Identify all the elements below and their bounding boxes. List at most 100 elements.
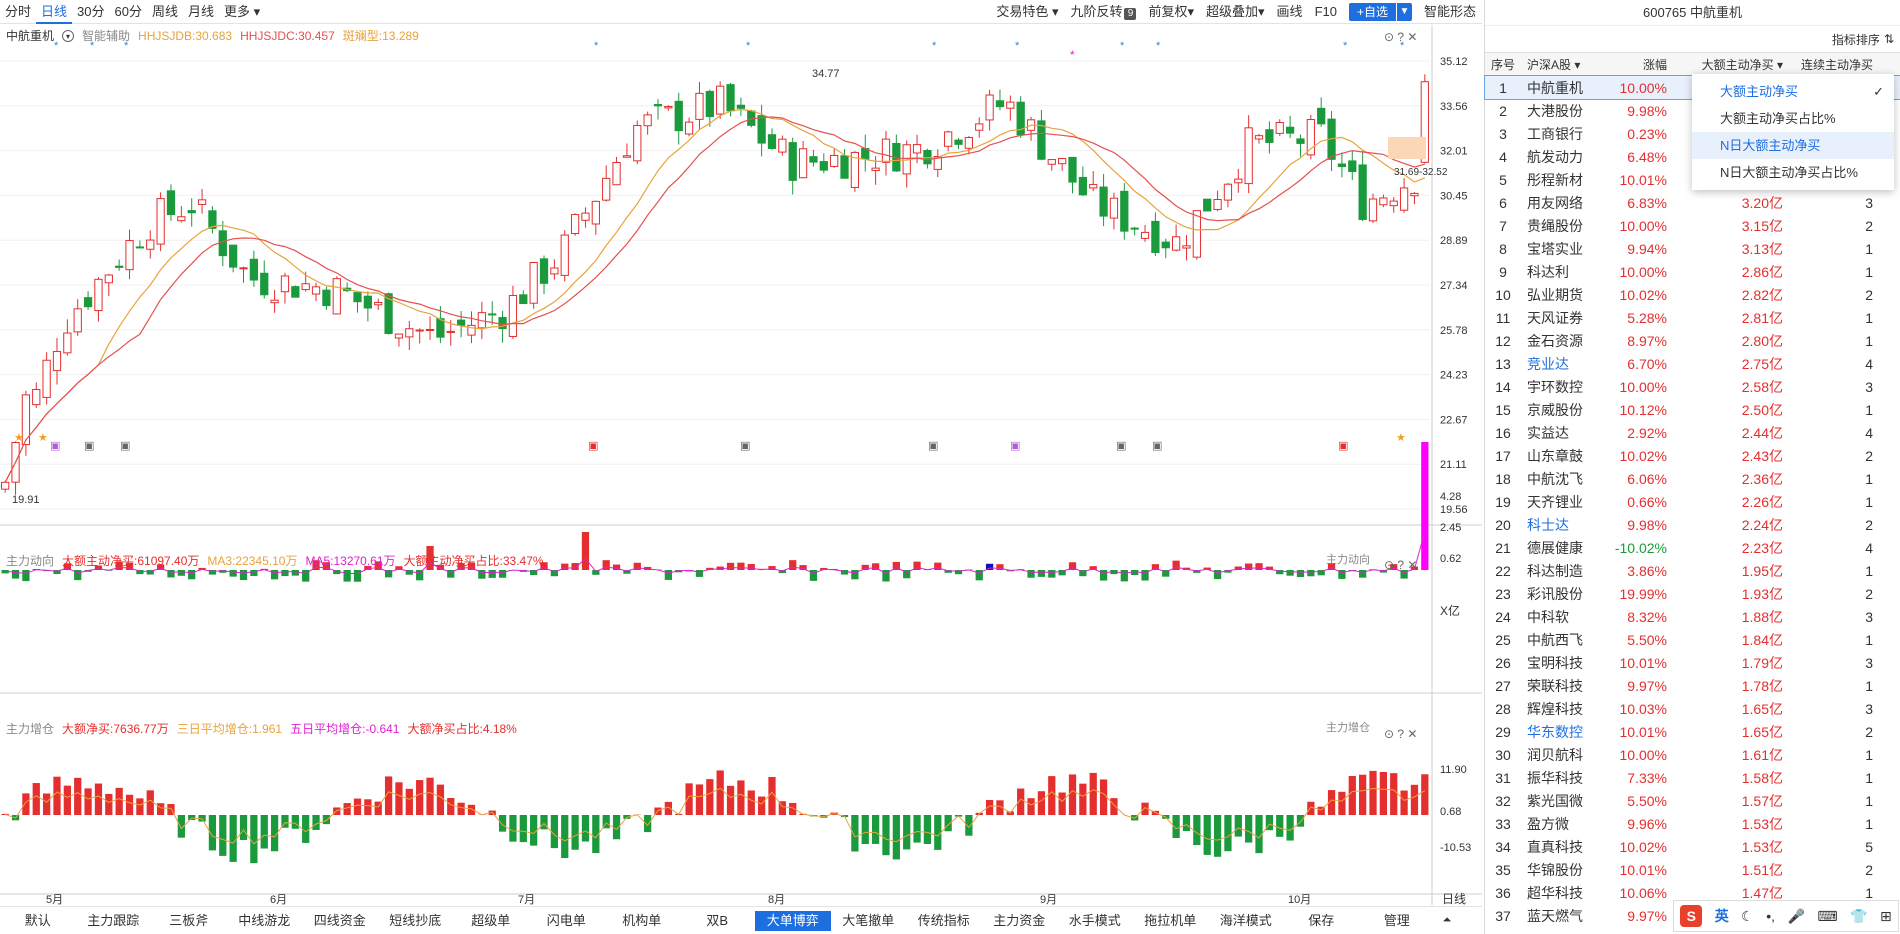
table-row[interactable]: 10 弘业期货 10.02% 2.82亿 2: [1485, 283, 1900, 306]
stock-name-cell[interactable]: 中航沈飞: [1527, 470, 1583, 487]
period-tab-0[interactable]: 分时: [5, 3, 32, 19]
table-row[interactable]: 23 彩讯股份 19.99% 1.93亿 2: [1485, 582, 1900, 605]
indicator-tab-12[interactable]: 传统指标: [917, 912, 970, 928]
stock-name-cell[interactable]: 工商银行: [1527, 125, 1583, 142]
sort-icon[interactable]: ⇅: [1883, 32, 1894, 46]
period-tab-3[interactable]: 60分: [114, 3, 142, 19]
table-row[interactable]: 12 金石资源 8.97% 2.80亿 1: [1485, 329, 1900, 352]
table-row[interactable]: 13 竞业达 6.70% 2.75亿 4: [1485, 352, 1900, 375]
add-favorite-dropdown-icon[interactable]: ▼: [1395, 2, 1412, 21]
chart-area[interactable]: 35.12 33.56 32.01 30.45 28.89 27.34 25.78 24.23…: [0, 25, 1482, 905]
tool-0[interactable]: 交易特色 ▾: [990, 0, 1064, 24]
dropdown-option-1[interactable]: 大额主动净买占比%: [1692, 105, 1894, 132]
tool-1[interactable]: 九阶反转 9: [1064, 0, 1142, 24]
period-tab-6[interactable]: 更多 ▾: [224, 3, 261, 19]
stock-name-cell[interactable]: 直真科技: [1527, 838, 1583, 855]
stock-name-cell[interactable]: 彩讯股份: [1527, 585, 1583, 602]
table-row[interactable]: 30 润贝航科 10.00% 1.61亿 1: [1485, 743, 1900, 766]
stock-name-cell[interactable]: 贵绳股份: [1527, 217, 1583, 234]
column-header-1[interactable]: 沪深A股 ▾: [1527, 57, 1581, 72]
indicator-tab-2[interactable]: 三板斧: [169, 912, 209, 928]
stock-name-cell[interactable]: 科达利: [1527, 263, 1569, 280]
indicator-tab-1[interactable]: 主力跟踪: [87, 912, 140, 928]
table-row[interactable]: 21 德展健康 -10.02% 2.23亿 4: [1485, 536, 1900, 559]
period-tab-5[interactable]: 月线: [187, 3, 214, 19]
table-row[interactable]: 15 京威股份 10.12% 2.50亿 1: [1485, 398, 1900, 421]
dropdown-option-2[interactable]: N日大额主动净买: [1692, 132, 1894, 159]
table-row[interactable]: 11 天风证券 5.28% 2.81亿 1: [1485, 306, 1900, 329]
stock-name-cell[interactable]: 用友网络: [1527, 194, 1583, 211]
stock-name-cell[interactable]: 荣联科技: [1527, 677, 1583, 694]
stock-name-cell[interactable]: 山东章鼓: [1527, 447, 1583, 464]
stock-name-cell[interactable]: 宝明科技: [1527, 654, 1583, 671]
table-row[interactable]: 28 辉煌科技 10.03% 1.65亿 3: [1485, 697, 1900, 720]
indicator-tab-13[interactable]: 主力资金: [993, 912, 1046, 928]
dropdown-option-0[interactable]: 大额主动净买 ✓: [1692, 78, 1894, 105]
table-row[interactable]: 36 超华科技 10.06% 1.47亿 1: [1485, 881, 1900, 904]
indicator-tab-14[interactable]: 水手模式: [1068, 912, 1121, 928]
stock-name-cell[interactable]: 蓝天燃气: [1527, 907, 1583, 924]
shirt-icon[interactable]: 👕: [1850, 907, 1868, 924]
indicator-tab-17[interactable]: 保存: [1308, 912, 1335, 928]
table-row[interactable]: 7 贵绳股份 10.00% 3.15亿 2: [1485, 214, 1900, 237]
table-row[interactable]: 9 科达利 10.00% 2.86亿 1: [1485, 260, 1900, 283]
punctuation-icon[interactable]: •,: [1766, 908, 1775, 924]
stock-name-cell[interactable]: 天齐锂业: [1527, 493, 1583, 510]
tool-5[interactable]: F10: [1309, 0, 1343, 24]
indicator-tab-3[interactable]: 中线游龙: [238, 912, 291, 928]
stock-name-cell[interactable]: 中航西飞: [1527, 631, 1583, 648]
column-header-3[interactable]: 大额主动净买 ▾: [1701, 57, 1783, 72]
smart-aux[interactable]: 智能辅助: [82, 29, 131, 43]
table-row[interactable]: 20 科士达 9.98% 2.24亿 2: [1485, 513, 1900, 536]
add-favorite-button[interactable]: +自选: [1348, 2, 1396, 21]
sort-label[interactable]: 指标排序: [1831, 32, 1880, 47]
moon-icon[interactable]: ☾: [1741, 907, 1754, 924]
column-header-2[interactable]: 涨幅: [1642, 57, 1667, 72]
stock-name-cell[interactable]: 辉煌科技: [1527, 700, 1583, 717]
keyboard-icon[interactable]: ⌨: [1817, 907, 1838, 924]
indicator-tab-6[interactable]: 超级单: [471, 912, 511, 928]
stock-name-cell[interactable]: 润贝航科: [1527, 746, 1583, 763]
table-row[interactable]: 27 荣联科技 9.97% 1.78亿 1: [1485, 674, 1900, 697]
kline-chart[interactable]: 35.12 33.56 32.01 30.45 28.89 27.34 25.78 24.23…: [0, 25, 1482, 905]
ime-logo-icon[interactable]: S: [1680, 905, 1703, 927]
table-row[interactable]: 33 盈方微 9.96% 1.53亿 1: [1485, 812, 1900, 835]
table-row[interactable]: 22 科达制造 3.86% 1.95亿 1: [1485, 559, 1900, 582]
stock-name-cell[interactable]: 科士达: [1527, 516, 1569, 533]
stock-name-cell[interactable]: 宇环数控: [1527, 378, 1583, 395]
grid-icon[interactable]: ⊞: [1879, 907, 1892, 924]
table-row[interactable]: 19 天齐锂业 0.66% 2.26亿 1: [1485, 490, 1900, 513]
indicator-tab-5[interactable]: 短线抄底: [389, 912, 442, 928]
table-row[interactable]: 32 紫光国微 5.50% 1.57亿 1: [1485, 789, 1900, 812]
table-row[interactable]: 14 宇环数控 10.00% 2.58亿 3: [1485, 375, 1900, 398]
period-tab-2[interactable]: 30分: [77, 3, 105, 19]
smart-pattern-button[interactable]: 智能形态: [1423, 3, 1476, 19]
column-header-0[interactable]: 序号: [1490, 57, 1515, 72]
table-row[interactable]: 24 中科软 8.32% 1.88亿 3: [1485, 605, 1900, 628]
stock-name-cell[interactable]: 德展健康: [1527, 539, 1583, 556]
tool-4[interactable]: 画线: [1271, 0, 1309, 24]
ime-lang[interactable]: 英: [1714, 908, 1729, 924]
indicator-tab-0[interactable]: 默认: [24, 912, 51, 928]
indicator-tab-18[interactable]: 管理: [1383, 912, 1410, 928]
tool-3[interactable]: 超级叠加▾: [1200, 0, 1271, 24]
indicator-tab-10[interactable]: 大单博弈: [755, 910, 831, 931]
stock-name-cell[interactable]: 彤程新材: [1527, 171, 1583, 188]
stock-name-cell[interactable]: 超华科技: [1527, 884, 1583, 901]
table-row[interactable]: 8 宝塔实业 9.94% 3.13亿 1: [1485, 237, 1900, 260]
stock-name-cell[interactable]: 竞业达: [1527, 355, 1569, 372]
stock-name-cell[interactable]: 中航重机: [1527, 79, 1583, 96]
indicator-tab-15[interactable]: 拖拉机单: [1144, 912, 1197, 928]
period-tab-1[interactable]: 日线: [36, 0, 73, 24]
table-row[interactable]: 25 中航西飞 5.50% 1.84亿 1: [1485, 628, 1900, 651]
stock-name-cell[interactable]: 航发动力: [1527, 148, 1583, 165]
table-row[interactable]: 31 振华科技 7.33% 1.58亿 1: [1485, 766, 1900, 789]
stock-name-cell[interactable]: 紫光国微: [1527, 792, 1583, 809]
mic-icon[interactable]: 🎤: [1787, 907, 1805, 924]
indicator-sort[interactable]: 指标排序 ⇅: [1485, 26, 1900, 52]
table-row[interactable]: 17 山东章鼓 10.02% 2.43亿 2: [1485, 444, 1900, 467]
stock-name-cell[interactable]: 盈方微: [1527, 815, 1569, 832]
stock-name-cell[interactable]: 实益达: [1527, 424, 1569, 441]
indicator-tab-11[interactable]: 大笔撤单: [842, 912, 895, 928]
column-header-4[interactable]: 连续主动净买: [1800, 57, 1873, 72]
